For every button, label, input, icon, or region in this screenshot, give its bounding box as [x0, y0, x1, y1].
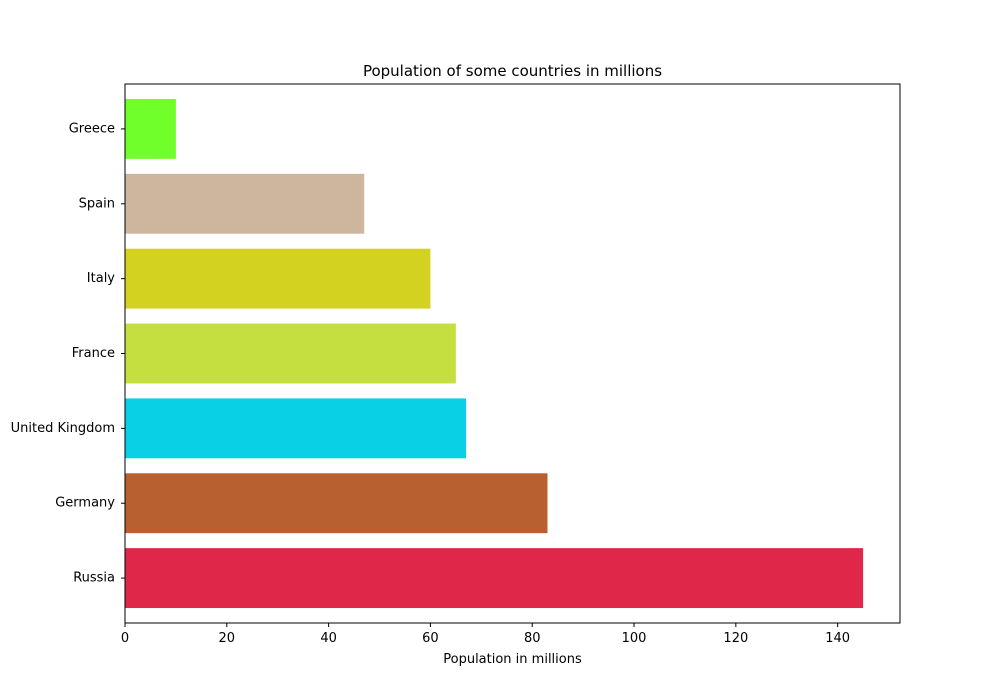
y-tick-label-greece: Greece [69, 121, 115, 136]
x-tick-label-20: 20 [219, 631, 236, 646]
plot-frame [124, 83, 901, 624]
y-tick-label-italy: Italy [87, 271, 116, 286]
x-tick-label-120: 120 [723, 631, 748, 646]
x-tick-label-100: 100 [622, 631, 647, 646]
bar-germany [125, 473, 548, 534]
bar-united-kingdom [125, 398, 467, 459]
bar-italy [125, 248, 431, 309]
x-axis-ticks: 0 20 40 60 80 100 120 140 [121, 623, 850, 646]
y-axis-ticks: Russia Germany United Kingdom France Italy Sp… [11, 121, 125, 586]
bar-russia [125, 548, 864, 609]
x-tick-label-0: 0 [121, 631, 129, 646]
x-tick-label-60: 60 [422, 631, 439, 646]
y-tick-label-russia: Russia [73, 571, 115, 586]
chart-title: Population of some countries in millions [363, 62, 662, 80]
bar-greece [125, 98, 176, 159]
x-tick-label-80: 80 [524, 631, 541, 646]
x-tick-label-140: 140 [825, 631, 850, 646]
y-tick-label-france: France [72, 346, 115, 361]
x-tick-label-40: 40 [320, 631, 337, 646]
y-tick-label-united-kingdom: United Kingdom [11, 421, 115, 436]
y-tick-label-germany: Germany [55, 496, 115, 511]
y-tick-label-spain: Spain [79, 196, 115, 211]
x-axis-label: Population in millions [443, 652, 582, 667]
bar-france [125, 323, 456, 384]
bars-group [125, 98, 864, 609]
bar-spain [125, 173, 365, 234]
